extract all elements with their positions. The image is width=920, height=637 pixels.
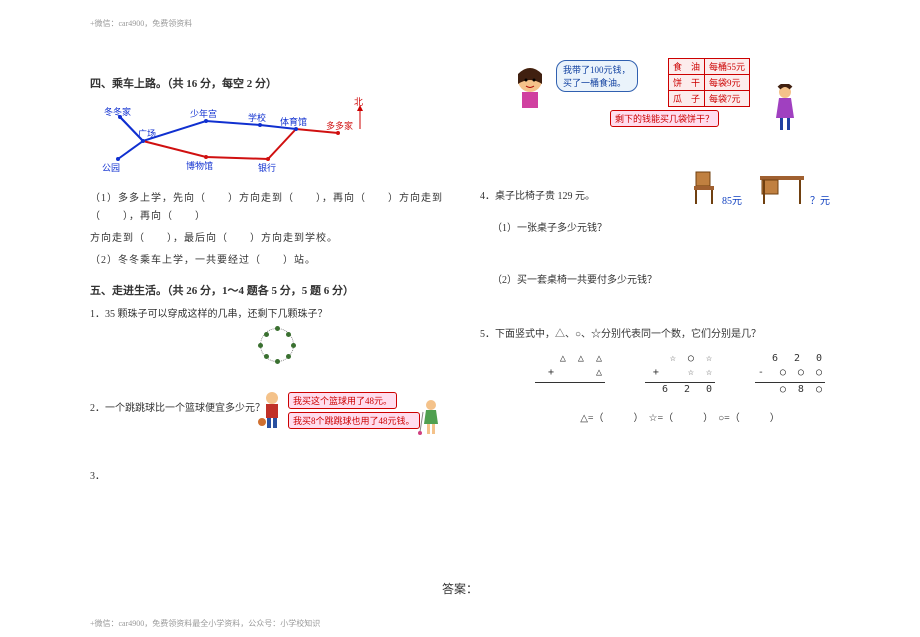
q5-1: 1．35 颗珠子可以穿成这样的几串，还剩下几颗珠子？ <box>90 306 460 324</box>
girl-head-icon <box>510 66 550 113</box>
answer-heading: 答案： <box>0 580 920 597</box>
node-square: 广场 <box>138 127 156 140</box>
node-museum: 博物馆 <box>186 159 213 172</box>
q4-text: 4．桌子比椅子贵 129 元。 <box>480 188 595 206</box>
beads-icon <box>260 328 294 362</box>
node-duoduo: 多多家 <box>326 119 353 132</box>
table-cell: 每桶55元 <box>705 59 750 75</box>
vmath-3: 6 2 0 - ○ ○ ○ ○ 8 ○ <box>755 352 825 397</box>
q4-1a: （1）多多上学，先向（ ）方向走到（ ），再向（ ）方向走到（ ），再向（ ） <box>90 190 460 226</box>
q5-2: 2．一个跳跳球比一个篮球便宜多少元？ <box>90 400 265 418</box>
q4-1: （1）一张桌子多少元钱？ <box>492 220 880 238</box>
node-park: 公园 <box>102 161 120 174</box>
q3-block: 我带了100元钱， 买了一桶食油。 食 油每桶55元饼 干每袋9元瓜 子每袋7元… <box>480 52 880 138</box>
q4-block: 4．桌子比椅子贵 129 元。 85元 ？元 <box>480 178 880 214</box>
vmath-2: ☆ ○ ☆ + ☆ ☆ 6 2 0 <box>645 352 715 397</box>
bubble-100: 我带了100元钱， 买了一桶食油。 <box>556 60 638 92</box>
node-youth: 少年宫 <box>190 107 217 120</box>
q4-2: （2）买一套桌椅一共要付多少元钱？ <box>492 272 880 290</box>
table-cell: 食 油 <box>669 59 705 75</box>
bubble-remaining: 剩下的钱能买几袋饼干？ <box>610 110 719 127</box>
right-column: 我带了100元钱， 买了一桶食油。 食 油每桶55元饼 干每袋9元瓜 子每袋7元… <box>480 52 880 424</box>
vmath-1: △ △ △ + △ <box>535 352 605 397</box>
table-cell: 瓜 子 <box>669 91 705 107</box>
route-map: 冬冬家 广场 公园 少年宫 博物馆 学校 体育馆 银行 多多家 北 <box>98 99 378 184</box>
chair-icon <box>690 170 720 209</box>
page-footer: +微信：car4900，免费领资料最全小学资料，公众号：小学校知识 <box>90 618 320 629</box>
boy-icon <box>258 390 286 433</box>
table-cell: 每袋9元 <box>705 75 750 91</box>
girl2-icon <box>770 84 800 135</box>
q5-text: 5．下面竖式中，△、○、☆分别代表同一个数，它们分别是几？ <box>480 326 880 344</box>
q5-2-block: 2．一个跳跳球比一个篮球便宜多少元？ 我买这个篮球用了48元。 我买8个跳跳球也… <box>90 390 460 450</box>
q5-3: 3． <box>90 468 460 486</box>
table-cell: 每袋7元 <box>705 91 750 107</box>
section4-title: 四、乘车上路。（共 16 分，每空 2 分） <box>90 75 460 91</box>
vmath-row: △ △ △ + △ ☆ ○ ☆ + ☆ ☆ 6 2 0 6 2 0 - ○ ○ … <box>480 352 880 397</box>
node-dongdong: 冬冬家 <box>104 105 131 118</box>
desk-icon <box>758 170 806 209</box>
route-lines <box>98 99 378 184</box>
node-gym: 体育馆 <box>280 115 307 128</box>
q4-2: （2）冬冬乘车上学，一共要经过（ ）站。 <box>90 252 460 270</box>
page-header: +微信：car4900，免费领资料 <box>90 18 192 29</box>
table-cell: 饼 干 <box>669 75 705 91</box>
section5-title: 五、走进生活。（共 26 分，1～4 题各 5 分，5 题 6 分） <box>90 282 460 298</box>
north-label: 北 <box>354 95 363 108</box>
bubble-basketball: 我买这个篮球用了48元。 <box>288 392 397 409</box>
desk-price: ？元 <box>810 192 830 207</box>
node-school: 学校 <box>248 111 266 124</box>
left-column: 四、乘车上路。（共 16 分，每空 2 分） 冬冬家 广场 公园 少年宫 博物馆… <box>90 75 460 490</box>
price-table: 食 油每桶55元饼 干每袋9元瓜 子每袋7元 <box>668 58 750 107</box>
node-bank: 银行 <box>258 161 276 174</box>
answers-row: △=（ ） ☆=（ ） ○=（ ） <box>480 409 880 424</box>
bubble-jump: 我买8个跳跳球也用了48元钱。 <box>288 412 420 429</box>
q4-1b: 方向走到（ ），最后向（ ）方向走到学校。 <box>90 230 460 248</box>
chair-price: 85元 <box>722 192 742 207</box>
girl-jump-icon <box>418 398 444 439</box>
